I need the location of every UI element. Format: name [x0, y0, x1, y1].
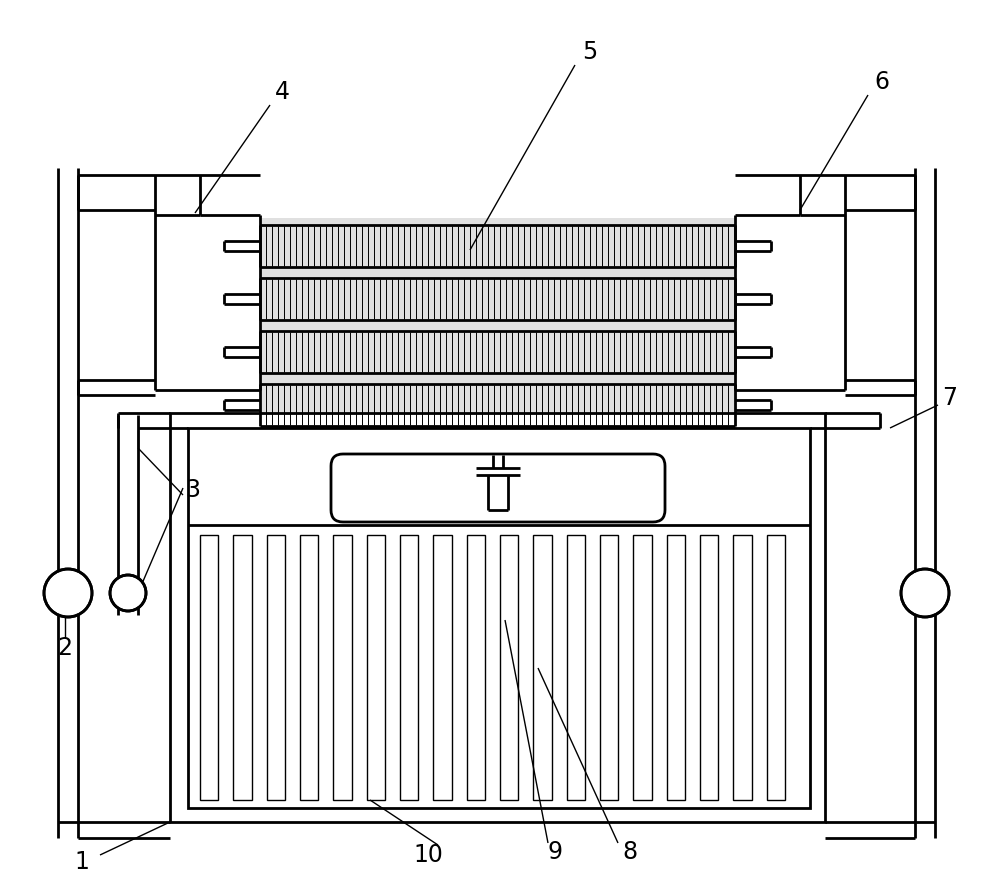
Bar	[333, 535, 352, 800]
Circle shape	[110, 575, 146, 611]
Bar	[260, 218, 735, 415]
Text: 6: 6	[874, 70, 890, 94]
Text: 2: 2	[58, 636, 72, 660]
Bar	[633, 535, 652, 800]
FancyBboxPatch shape	[331, 454, 665, 522]
Bar	[300, 535, 318, 800]
Bar	[170, 413, 825, 822]
Bar	[767, 535, 785, 800]
Text: 10: 10	[413, 843, 443, 867]
Text: 7: 7	[942, 386, 958, 410]
Bar	[200, 535, 218, 800]
Bar	[400, 535, 418, 800]
Text: 3: 3	[186, 478, 200, 502]
Text: 8: 8	[622, 840, 638, 864]
Text: 4: 4	[274, 80, 290, 104]
Text: 1: 1	[75, 850, 89, 874]
Text: 5: 5	[582, 40, 598, 64]
Bar	[700, 535, 718, 800]
Circle shape	[44, 569, 92, 617]
Bar	[367, 535, 385, 800]
Circle shape	[901, 569, 949, 617]
Bar	[233, 535, 252, 800]
Bar	[433, 535, 452, 800]
Bar	[533, 535, 552, 800]
Bar	[600, 535, 618, 800]
Text: 9: 9	[548, 840, 562, 864]
Bar	[467, 535, 485, 800]
Bar	[500, 535, 518, 800]
Bar	[267, 535, 285, 800]
Bar	[667, 535, 685, 800]
Bar	[567, 535, 585, 800]
Bar	[733, 535, 752, 800]
Bar	[188, 428, 810, 808]
